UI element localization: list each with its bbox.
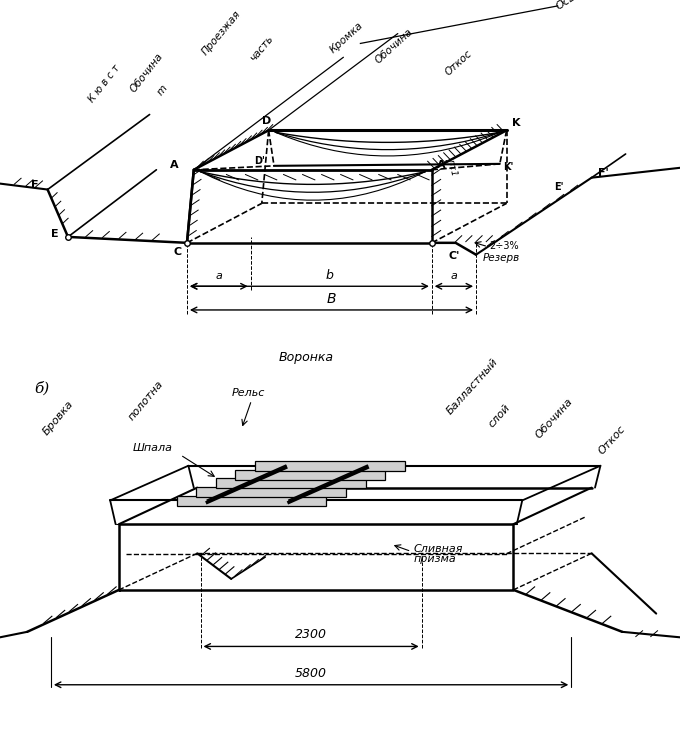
Text: Откос: Откос [596, 424, 628, 457]
Polygon shape [255, 461, 405, 471]
Text: призма: призма [413, 554, 456, 565]
Text: слой: слой [487, 402, 513, 429]
Text: Откос: Откос [443, 48, 475, 77]
Polygon shape [216, 478, 366, 488]
Text: Проезжая: Проезжая [200, 9, 242, 57]
Text: 2300: 2300 [295, 628, 327, 641]
Text: C': C' [449, 250, 460, 261]
Text: 5800: 5800 [295, 667, 327, 679]
Text: Сливная: Сливная [413, 544, 463, 554]
Polygon shape [197, 487, 346, 497]
Text: a: a [216, 271, 222, 281]
Text: Обочина: Обочина [128, 51, 165, 95]
Text: Балластный: Балластный [445, 357, 500, 416]
Text: b: b [326, 269, 334, 282]
Text: F: F [31, 180, 38, 189]
Text: a: a [450, 271, 458, 281]
Text: Ось: Ось [554, 0, 577, 12]
Text: K: K [512, 118, 521, 128]
Text: полотна: полотна [126, 378, 166, 422]
Text: 2÷3%: 2÷3% [490, 241, 520, 251]
Text: m: m [155, 83, 169, 97]
Text: Обочина: Обочина [534, 396, 575, 440]
Text: К ю в с т: К ю в с т [87, 63, 122, 104]
Text: часть: часть [248, 34, 275, 63]
Text: m:1: m:1 [446, 159, 458, 178]
Text: K': K' [503, 162, 513, 172]
Text: б): б) [34, 381, 49, 396]
Text: Кромка: Кромка [328, 21, 365, 55]
Text: E': E' [554, 182, 564, 191]
Text: Рельс: Рельс [231, 388, 265, 399]
Text: D: D [262, 116, 271, 127]
Text: B: B [327, 292, 336, 306]
Text: D': D' [254, 156, 265, 166]
Text: F': F' [598, 168, 609, 178]
Text: Обочина: Обочина [373, 26, 415, 65]
Text: Шпала: Шпала [133, 443, 173, 453]
Polygon shape [177, 495, 326, 506]
Text: A': A' [437, 160, 449, 170]
Text: E: E [51, 229, 58, 239]
Text: Воронка: Воронка [279, 352, 333, 364]
Text: A: A [170, 160, 179, 170]
Text: C: C [173, 247, 182, 257]
Text: Бровка: Бровка [41, 399, 75, 437]
Polygon shape [235, 469, 385, 480]
Text: Резерв: Резерв [483, 253, 520, 262]
